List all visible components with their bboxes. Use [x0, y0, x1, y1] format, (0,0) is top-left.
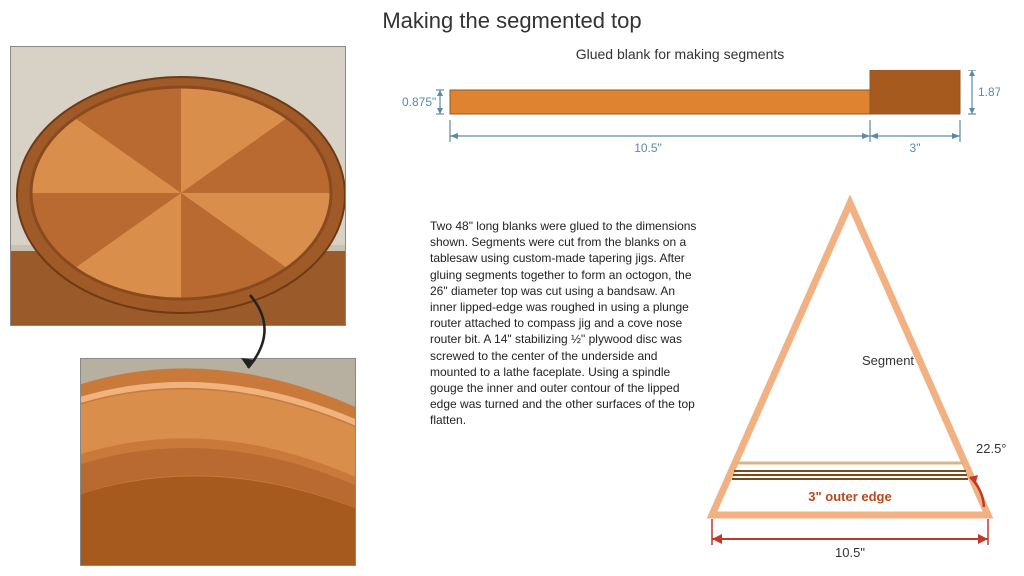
photo-edge-detail	[80, 358, 356, 566]
segment-label: Segment	[862, 353, 914, 368]
blank-diagram: 0.875" 1.875" 10.5" 3"	[400, 70, 1000, 180]
page-title: Making the segmented top	[0, 8, 1024, 34]
blank-diagram-label: Glued blank for making segments	[430, 46, 930, 62]
description-paragraph: Two 48" long blanks were glued to the di…	[430, 218, 700, 428]
segment-angle: 22.5°	[976, 441, 1007, 456]
segment-diagram: Segment 3" outer edge 22.5° 10.5"	[700, 195, 1010, 575]
dim-thick-width: 3"	[910, 141, 921, 155]
dim-thin-height: 0.875"	[402, 95, 436, 109]
segment-base-width: 10.5"	[835, 545, 865, 560]
outer-edge-label: 3" outer edge	[808, 489, 891, 504]
dim-thin-width: 10.5"	[634, 141, 662, 155]
photo-segmented-top	[10, 46, 346, 326]
dim-thick-height: 1.875"	[978, 85, 1000, 99]
